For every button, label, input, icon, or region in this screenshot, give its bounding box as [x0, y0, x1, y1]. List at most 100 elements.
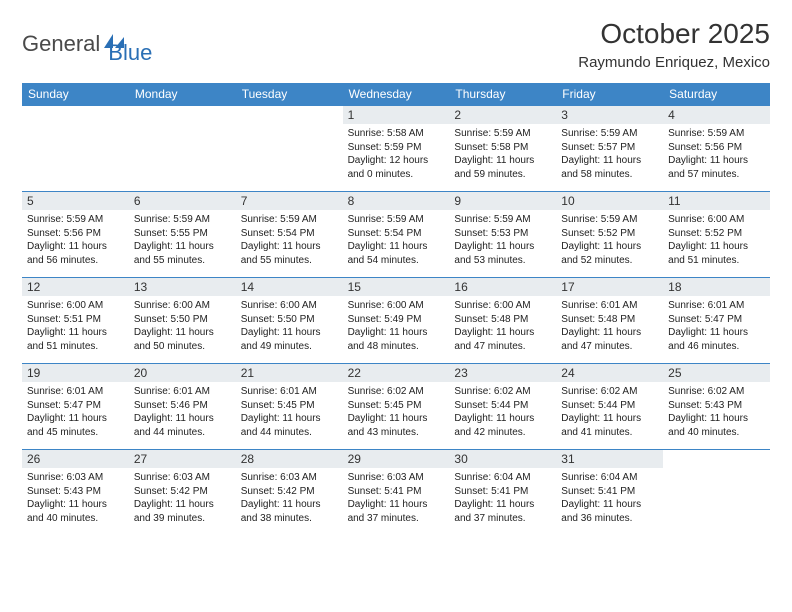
daylight-line-2: and 54 minutes. — [348, 254, 445, 268]
day-content: Sunrise: 6:03 AMSunset: 5:42 PMDaylight:… — [129, 468, 236, 531]
sunrise-line: Sunrise: 6:00 AM — [134, 299, 231, 313]
daylight-line-1: Daylight: 11 hours — [348, 412, 445, 426]
sunset-line: Sunset: 5:41 PM — [348, 485, 445, 499]
day-number: 18 — [663, 277, 770, 296]
day-content: Sunrise: 5:59 AMSunset: 5:56 PMDaylight:… — [22, 210, 129, 273]
day-cell: 7Sunrise: 5:59 AMSunset: 5:54 PMDaylight… — [236, 191, 343, 277]
daylight-line-1: Daylight: 11 hours — [134, 412, 231, 426]
day-cell: 23Sunrise: 6:02 AMSunset: 5:44 PMDayligh… — [449, 363, 556, 449]
daylight-line-2: and 50 minutes. — [134, 340, 231, 354]
calendar: Sunday Monday Tuesday Wednesday Thursday… — [22, 83, 770, 535]
sunrise-line: Sunrise: 6:04 AM — [454, 471, 551, 485]
day-content: Sunrise: 6:04 AMSunset: 5:41 PMDaylight:… — [449, 468, 556, 531]
day-number: 12 — [22, 277, 129, 296]
sunset-line: Sunset: 5:44 PM — [561, 399, 658, 413]
sunset-line: Sunset: 5:44 PM — [454, 399, 551, 413]
sunset-line: Sunset: 5:47 PM — [668, 313, 765, 327]
day-number: 13 — [129, 277, 236, 296]
sunrise-line: Sunrise: 6:04 AM — [561, 471, 658, 485]
daylight-line-1: Daylight: 11 hours — [668, 154, 765, 168]
day-content: Sunrise: 5:59 AMSunset: 5:52 PMDaylight:… — [556, 210, 663, 273]
day-cell: 26Sunrise: 6:03 AMSunset: 5:43 PMDayligh… — [22, 449, 129, 535]
day-cell: 28Sunrise: 6:03 AMSunset: 5:42 PMDayligh… — [236, 449, 343, 535]
daylight-line-1: Daylight: 11 hours — [27, 412, 124, 426]
day-cell: 5Sunrise: 5:59 AMSunset: 5:56 PMDaylight… — [22, 191, 129, 277]
sunrise-line: Sunrise: 6:02 AM — [454, 385, 551, 399]
sunset-line: Sunset: 5:45 PM — [241, 399, 338, 413]
sunset-line: Sunset: 5:51 PM — [27, 313, 124, 327]
sunrise-line: Sunrise: 6:01 AM — [134, 385, 231, 399]
daylight-line-1: Daylight: 11 hours — [348, 326, 445, 340]
daylight-line-2: and 52 minutes. — [561, 254, 658, 268]
daylight-line-1: Daylight: 11 hours — [561, 498, 658, 512]
day-number: 22 — [343, 363, 450, 382]
day-content: Sunrise: 6:04 AMSunset: 5:41 PMDaylight:… — [556, 468, 663, 531]
day-number: 23 — [449, 363, 556, 382]
day-header-row: Sunday Monday Tuesday Wednesday Thursday… — [22, 83, 770, 105]
day-cell: 1Sunrise: 5:58 AMSunset: 5:59 PMDaylight… — [343, 105, 450, 191]
daylight-line-1: Daylight: 11 hours — [27, 326, 124, 340]
daylight-line-2: and 0 minutes. — [348, 168, 445, 182]
day-cell: 8Sunrise: 5:59 AMSunset: 5:54 PMDaylight… — [343, 191, 450, 277]
daylight-line-2: and 40 minutes. — [668, 426, 765, 440]
sunset-line: Sunset: 5:57 PM — [561, 141, 658, 155]
day-cell: 2Sunrise: 5:59 AMSunset: 5:58 PMDaylight… — [449, 105, 556, 191]
sunrise-line: Sunrise: 5:59 AM — [454, 213, 551, 227]
day-content: Sunrise: 6:03 AMSunset: 5:42 PMDaylight:… — [236, 468, 343, 531]
day-number: 17 — [556, 277, 663, 296]
day-number: 15 — [343, 277, 450, 296]
day-cell: 20Sunrise: 6:01 AMSunset: 5:46 PMDayligh… — [129, 363, 236, 449]
daylight-line-1: Daylight: 11 hours — [348, 498, 445, 512]
sunset-line: Sunset: 5:54 PM — [348, 227, 445, 241]
daylight-line-2: and 48 minutes. — [348, 340, 445, 354]
daylight-line-1: Daylight: 11 hours — [241, 326, 338, 340]
sunset-line: Sunset: 5:52 PM — [668, 227, 765, 241]
sunrise-line: Sunrise: 5:59 AM — [27, 213, 124, 227]
day-number — [22, 105, 129, 123]
day-content: Sunrise: 6:02 AMSunset: 5:43 PMDaylight:… — [663, 382, 770, 445]
day-header-thursday: Thursday — [449, 83, 556, 105]
sunrise-line: Sunrise: 6:02 AM — [561, 385, 658, 399]
sunset-line: Sunset: 5:43 PM — [27, 485, 124, 499]
week-row: 5Sunrise: 5:59 AMSunset: 5:56 PMDaylight… — [22, 191, 770, 277]
sunset-line: Sunset: 5:56 PM — [27, 227, 124, 241]
sunrise-line: Sunrise: 6:00 AM — [348, 299, 445, 313]
sunrise-line: Sunrise: 5:59 AM — [561, 127, 658, 141]
sunrise-line: Sunrise: 6:03 AM — [27, 471, 124, 485]
sunrise-line: Sunrise: 5:59 AM — [241, 213, 338, 227]
day-content: Sunrise: 6:01 AMSunset: 5:47 PMDaylight:… — [663, 296, 770, 359]
day-content: Sunrise: 5:59 AMSunset: 5:55 PMDaylight:… — [129, 210, 236, 273]
day-cell: 18Sunrise: 6:01 AMSunset: 5:47 PMDayligh… — [663, 277, 770, 363]
week-row: 1Sunrise: 5:58 AMSunset: 5:59 PMDaylight… — [22, 105, 770, 191]
day-number: 9 — [449, 191, 556, 210]
day-cell: 12Sunrise: 6:00 AMSunset: 5:51 PMDayligh… — [22, 277, 129, 363]
logo-text-general: General — [22, 31, 100, 57]
day-cell: 11Sunrise: 6:00 AMSunset: 5:52 PMDayligh… — [663, 191, 770, 277]
sunrise-line: Sunrise: 6:01 AM — [241, 385, 338, 399]
day-content: Sunrise: 6:00 AMSunset: 5:51 PMDaylight:… — [22, 296, 129, 359]
day-cell — [236, 105, 343, 191]
sunrise-line: Sunrise: 6:00 AM — [241, 299, 338, 313]
daylight-line-2: and 51 minutes. — [27, 340, 124, 354]
day-number: 10 — [556, 191, 663, 210]
day-content: Sunrise: 6:02 AMSunset: 5:45 PMDaylight:… — [343, 382, 450, 445]
daylight-line-1: Daylight: 11 hours — [134, 326, 231, 340]
day-number: 28 — [236, 449, 343, 468]
daylight-line-1: Daylight: 11 hours — [454, 498, 551, 512]
daylight-line-2: and 36 minutes. — [561, 512, 658, 526]
day-cell: 17Sunrise: 6:01 AMSunset: 5:48 PMDayligh… — [556, 277, 663, 363]
day-content: Sunrise: 5:59 AMSunset: 5:56 PMDaylight:… — [663, 124, 770, 187]
daylight-line-1: Daylight: 11 hours — [134, 498, 231, 512]
sunrise-line: Sunrise: 6:02 AM — [348, 385, 445, 399]
sunset-line: Sunset: 5:59 PM — [348, 141, 445, 155]
day-number — [663, 449, 770, 467]
day-number: 21 — [236, 363, 343, 382]
daylight-line-2: and 43 minutes. — [348, 426, 445, 440]
daylight-line-2: and 39 minutes. — [134, 512, 231, 526]
daylight-line-2: and 53 minutes. — [454, 254, 551, 268]
day-number: 1 — [343, 105, 450, 124]
day-cell: 27Sunrise: 6:03 AMSunset: 5:42 PMDayligh… — [129, 449, 236, 535]
day-number: 25 — [663, 363, 770, 382]
daylight-line-1: Daylight: 11 hours — [134, 240, 231, 254]
daylight-line-2: and 44 minutes. — [241, 426, 338, 440]
